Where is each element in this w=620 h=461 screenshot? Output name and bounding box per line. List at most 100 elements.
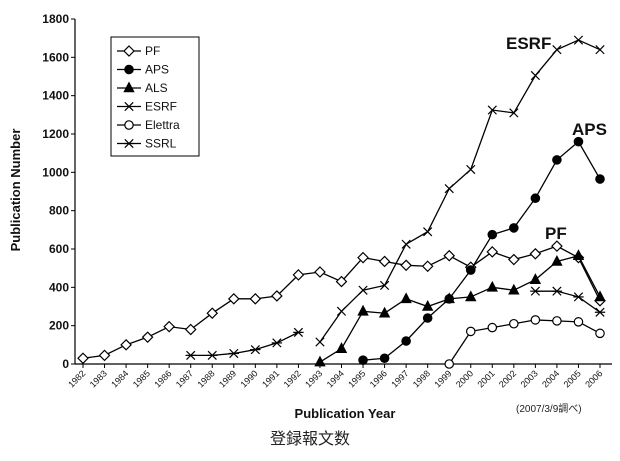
legend-label-ssrl: SSRL [145, 137, 177, 151]
marker-shape [337, 343, 346, 352]
data-point-elettra [467, 327, 475, 335]
marker-shape [510, 320, 518, 328]
legend-marker-elettra [125, 121, 133, 129]
y-tick-label: 800 [49, 204, 69, 218]
data-point-esrf [531, 71, 539, 79]
data-point-aps [402, 337, 410, 345]
data-point-pf [186, 325, 196, 335]
data-point-esrf [574, 36, 582, 44]
data-point-aps [510, 224, 518, 232]
data-point-als [488, 282, 497, 291]
marker-shape [574, 251, 583, 260]
data-point-esrf [316, 338, 324, 346]
x-tick-label: 1995 [346, 368, 367, 389]
marker-shape [488, 230, 496, 238]
y-tick-label: 0 [62, 357, 69, 371]
data-point-als [337, 343, 346, 352]
data-point-esrf [423, 228, 431, 236]
data-point-pf [530, 249, 540, 259]
data-point-pf [143, 332, 153, 342]
x-tick-label: 2000 [454, 368, 475, 389]
series-aps [359, 137, 604, 364]
series-line-esrf [320, 40, 600, 342]
data-point-esrf [596, 45, 604, 53]
marker-shape [315, 267, 325, 277]
x-tick-label: 1993 [303, 368, 324, 389]
x-tick-label: 2002 [497, 368, 518, 389]
marker-shape [359, 356, 367, 364]
data-point-als [358, 306, 367, 315]
marker-shape [401, 260, 411, 270]
y-tick-label: 1600 [42, 50, 69, 64]
data-point-als [401, 294, 410, 303]
legend-label-elettra: Elettra [145, 118, 180, 132]
data-point-aps [488, 230, 496, 238]
data-point-pf [423, 261, 433, 271]
chart: 0200400600800100012001400160018001982 198… [0, 0, 620, 430]
y-tick-label: 200 [49, 319, 69, 333]
x-tick-label: 2006 [583, 368, 604, 389]
marker-shape [509, 255, 519, 265]
data-point-pf [121, 340, 131, 350]
marker-shape [121, 340, 131, 350]
x-tick-label: 1997 [389, 368, 410, 389]
data-point-als [466, 292, 475, 301]
data-point-ssrl [207, 351, 217, 359]
marker-shape [510, 224, 518, 232]
series-line-pf [83, 246, 600, 358]
data-point-elettra [445, 360, 453, 368]
data-point-aps [553, 156, 561, 164]
marker-shape [553, 317, 561, 325]
x-tick-label: 1998 [411, 368, 432, 389]
x-tick-label: 2004 [540, 368, 561, 389]
legend-label-pf: PF [145, 44, 160, 58]
marker-shape [315, 357, 324, 366]
x-tick-label: 1986 [152, 368, 173, 389]
x-tick-label: 1983 [88, 368, 109, 389]
data-point-ssrl [293, 328, 303, 336]
x-tick-label: 1984 [109, 368, 130, 389]
data-point-elettra [510, 320, 518, 328]
data-point-ssrl [250, 345, 260, 353]
y-tick-label: 1400 [42, 89, 69, 103]
marker-shape [596, 329, 604, 337]
data-point-aps [596, 175, 604, 183]
series-line-ssrl [535, 291, 600, 312]
marker-shape [78, 353, 88, 363]
marker-shape [143, 332, 153, 342]
y-tick-label: 600 [49, 242, 69, 256]
data-point-esrf [467, 165, 475, 173]
data-point-elettra [488, 323, 496, 331]
data-point-esrf [445, 184, 453, 192]
data-point-pf [207, 308, 217, 318]
annotation-pf: PF [545, 224, 567, 243]
data-point-pf [487, 247, 497, 257]
data-point-ssrl [186, 351, 196, 359]
series-line-elettra [449, 320, 600, 364]
marker-shape [488, 282, 497, 291]
marker-shape [186, 325, 196, 335]
marker-shape [401, 294, 410, 303]
x-tick-label: 1985 [131, 368, 152, 389]
marker-shape [444, 251, 454, 261]
marker-shape [553, 156, 561, 164]
data-point-ssrl [229, 349, 239, 357]
marker-shape [531, 274, 540, 283]
marker-shape [380, 256, 390, 266]
x-tick-label: 1994 [325, 368, 346, 389]
annotation-esrf: ESRF [506, 34, 551, 53]
data-point-pf [315, 267, 325, 277]
data-point-pf [78, 353, 88, 363]
data-point-pf [401, 260, 411, 270]
marker-shape [466, 292, 475, 301]
x-tick-label: 1989 [217, 368, 238, 389]
data-point-ssrl [530, 287, 540, 295]
marker-shape [574, 318, 582, 326]
marker-shape [467, 327, 475, 335]
marker-shape [100, 350, 110, 360]
x-tick-label: 1996 [368, 368, 389, 389]
y-axis-label: Publication Number [8, 129, 23, 252]
data-point-ssrl [552, 287, 562, 295]
data-point-aps [467, 266, 475, 274]
y-tick-label: 1200 [42, 127, 69, 141]
